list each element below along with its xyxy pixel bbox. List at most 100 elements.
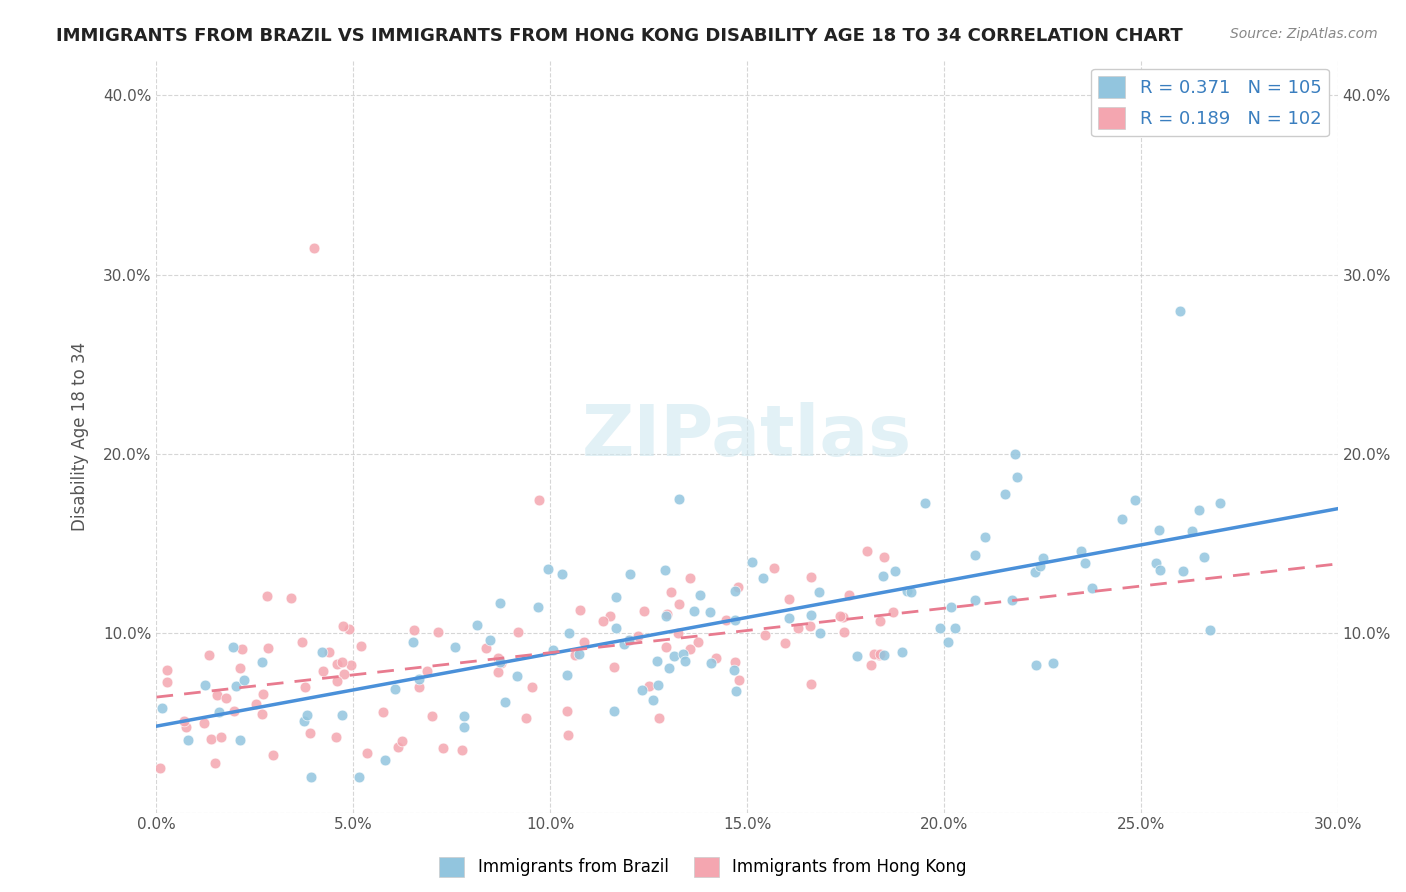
Point [402, 635, 425, 649]
Point [1123, 492, 1146, 507]
Point [250, 655, 273, 669]
Point [1147, 523, 1170, 537]
Point [252, 687, 274, 701]
Point [679, 571, 702, 585]
Point [872, 569, 894, 583]
Point [1187, 502, 1209, 516]
Point [1004, 447, 1026, 461]
Point [860, 657, 883, 672]
Point [557, 728, 579, 742]
Point [494, 695, 516, 709]
Point [943, 621, 966, 635]
Point [416, 665, 439, 679]
Point [787, 621, 810, 635]
Point [633, 604, 655, 618]
Point [177, 732, 200, 747]
Point [1111, 512, 1133, 526]
Point [724, 656, 747, 670]
Point [506, 625, 529, 640]
Point [332, 619, 354, 633]
Point [506, 669, 529, 683]
Point [558, 626, 581, 640]
Point [1181, 524, 1204, 538]
Point [638, 679, 661, 693]
Point [488, 655, 510, 669]
Point [973, 531, 995, 545]
Point [222, 640, 245, 654]
Point [555, 668, 578, 682]
Point [350, 639, 373, 653]
Point [572, 634, 595, 648]
Point [294, 681, 316, 695]
Point [208, 705, 231, 719]
Point [936, 635, 959, 649]
Point [233, 673, 256, 687]
Point [1173, 564, 1195, 578]
Point [294, 714, 316, 729]
Point [1209, 496, 1232, 510]
Point [1024, 565, 1046, 579]
Point [541, 643, 564, 657]
Point [855, 544, 877, 558]
Point [205, 688, 228, 702]
Point [486, 665, 509, 680]
Point [340, 658, 363, 673]
Point [529, 493, 551, 508]
Point [176, 720, 198, 734]
Point [1025, 658, 1047, 673]
Point [465, 617, 488, 632]
Point [1001, 593, 1024, 607]
Point [655, 640, 678, 654]
Point [592, 615, 614, 629]
Point [479, 633, 502, 648]
Point [619, 567, 641, 582]
Point [526, 600, 548, 615]
Point [723, 663, 745, 677]
Point [1168, 303, 1191, 318]
Legend: Immigrants from Brazil, Immigrants from Hong Kong: Immigrants from Brazil, Immigrants from … [433, 850, 973, 884]
Point [299, 726, 322, 740]
Point [384, 682, 406, 697]
Point [896, 583, 918, 598]
Point [326, 674, 349, 689]
Point [374, 754, 396, 768]
Point [605, 621, 627, 635]
Point [613, 637, 636, 651]
Point [387, 739, 409, 754]
Point [668, 597, 690, 611]
Point [337, 623, 360, 637]
Point [658, 661, 681, 675]
Point [832, 624, 855, 639]
Text: ZIPatlas: ZIPatlas [582, 401, 912, 471]
Point [250, 706, 273, 721]
Point [900, 584, 922, 599]
Point [679, 642, 702, 657]
Point [568, 647, 591, 661]
Point [869, 647, 891, 661]
Point [488, 596, 510, 610]
Point [257, 640, 280, 655]
Point [686, 635, 709, 649]
Point [727, 580, 749, 594]
Point [890, 645, 912, 659]
Point [873, 549, 896, 564]
Point [808, 625, 831, 640]
Point [451, 743, 474, 757]
Point [965, 548, 987, 562]
Point [599, 609, 621, 624]
Point [928, 621, 950, 635]
Point [325, 730, 347, 744]
Point [537, 562, 560, 576]
Point [299, 770, 322, 784]
Point [683, 604, 706, 618]
Point [347, 770, 370, 784]
Point [716, 614, 738, 628]
Point [333, 666, 356, 681]
Point [555, 704, 578, 718]
Point [631, 683, 654, 698]
Point [453, 720, 475, 734]
Point [645, 654, 668, 668]
Point [1028, 558, 1050, 573]
Point [229, 661, 252, 675]
Point [800, 608, 823, 623]
